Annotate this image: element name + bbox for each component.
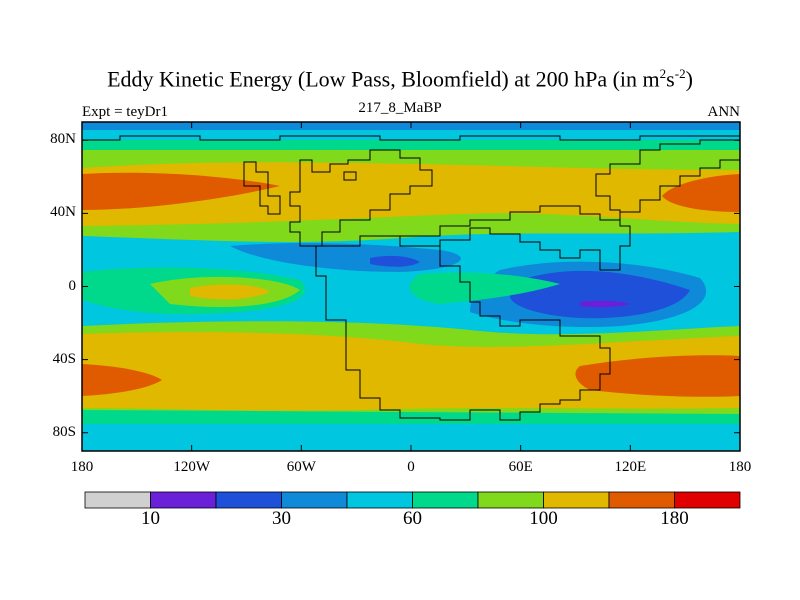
colorbar-swatch bbox=[543, 491, 610, 509]
jet-south-west bbox=[82, 364, 162, 396]
x-tick-label: 180 bbox=[728, 459, 752, 475]
x-tick-label: 60E bbox=[508, 459, 533, 475]
landmass-outline-4 bbox=[399, 139, 740, 271]
colorbar-swatch bbox=[150, 491, 217, 509]
colorbar bbox=[84, 491, 741, 509]
colorbar-swatch bbox=[608, 491, 675, 509]
colorbar-swatch bbox=[84, 491, 151, 509]
tropic-blue-core-2 bbox=[510, 270, 690, 319]
chart-title: Eddy Kinetic Energy (Low Pass, Bloomfiel… bbox=[107, 66, 693, 92]
colorbar-label: 10 bbox=[141, 508, 160, 529]
colorbar-swatch bbox=[281, 491, 348, 509]
x-tick-label: 60W bbox=[286, 459, 316, 475]
y-tick-label: 80S bbox=[52, 423, 76, 440]
colorbar-swatch bbox=[477, 491, 544, 509]
x-tick-label: 180 bbox=[70, 459, 94, 475]
tropic-yellow-west bbox=[190, 284, 270, 300]
landmass-outline-arctic bbox=[82, 135, 740, 141]
colorbar-swatch bbox=[674, 491, 741, 509]
eke-field bbox=[82, 122, 740, 451]
x-tick-label: 120W bbox=[173, 459, 210, 475]
y-tick-label: 80N bbox=[50, 131, 76, 148]
x-ticks bbox=[81, 122, 741, 451]
colorbar-swatch bbox=[215, 491, 282, 509]
y-tick-label: 40S bbox=[52, 350, 76, 367]
y-tick-label: 40N bbox=[50, 204, 76, 221]
landmass-outline-2 bbox=[243, 161, 281, 215]
colorbar-label: 180 bbox=[660, 508, 689, 529]
x-tick-label: 0 bbox=[407, 459, 415, 475]
jet-south-east bbox=[575, 355, 740, 397]
band-south-cyan bbox=[82, 418, 740, 451]
colorbar-label: 60 bbox=[403, 508, 422, 529]
landmass-outline-1 bbox=[289, 149, 433, 247]
jet-north-west bbox=[82, 172, 280, 210]
season-label: ANN bbox=[707, 104, 741, 120]
jet-north-east bbox=[662, 174, 740, 212]
landmass-outline-3 bbox=[300, 235, 611, 421]
colorbar-label: 30 bbox=[272, 508, 291, 529]
colorbar-swatch bbox=[346, 491, 413, 509]
colorbar-swatch bbox=[412, 491, 479, 509]
tropic-green-mid bbox=[409, 272, 560, 304]
experiment-label: Expt = teyDr1 bbox=[82, 104, 168, 120]
band-south-yellow bbox=[82, 332, 740, 411]
band-south-aqua bbox=[82, 410, 740, 424]
band-north-yellow bbox=[82, 162, 740, 226]
x-tick-label: 120E bbox=[614, 459, 647, 475]
y-ticks bbox=[82, 139, 740, 434]
island-outline bbox=[343, 171, 357, 181]
case-label: 217_8_MaBP bbox=[358, 100, 442, 116]
tropic-purple-core bbox=[580, 300, 630, 308]
y-tick-label: 0 bbox=[68, 277, 77, 294]
colorbar-label: 100 bbox=[529, 508, 558, 529]
tropic-blue-core-1 bbox=[370, 255, 420, 267]
